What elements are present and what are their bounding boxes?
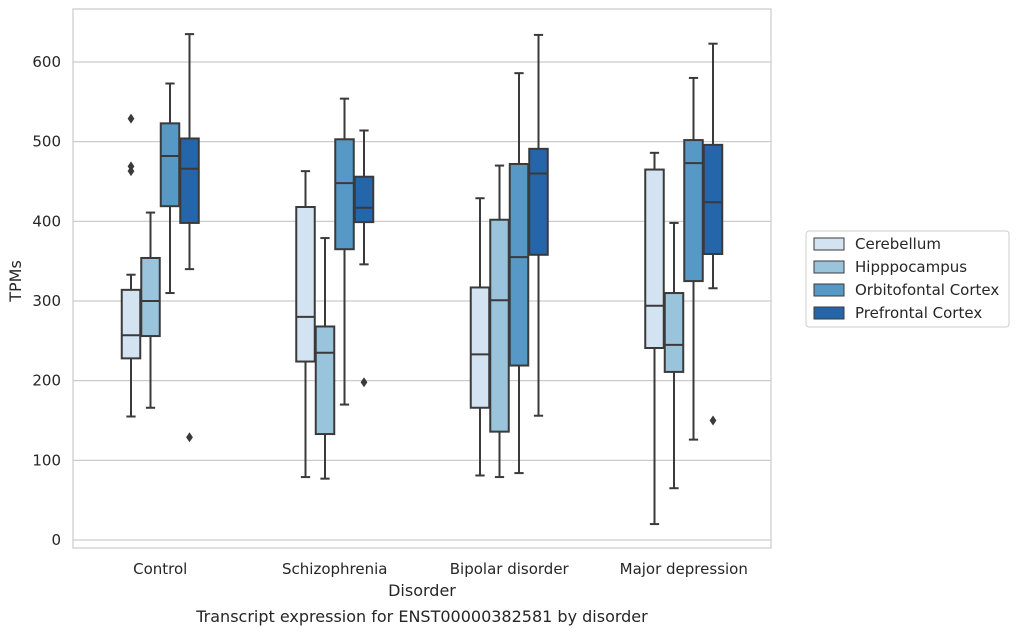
legend-label-3: Orbitofontal Cortex	[855, 281, 999, 299]
box-rect	[702, 143, 724, 255]
box-rect	[353, 175, 375, 224]
y-tick-label-0: 0	[51, 531, 61, 549]
series-2	[140, 164, 685, 490]
y-tick-labels: 0 100 200 300 400 500 600	[32, 53, 61, 549]
legend-frame	[805, 230, 1010, 328]
box-3-3	[508, 72, 530, 475]
box-4-4	[702, 42, 724, 426]
legend-label-2: Hipppocampus	[855, 258, 967, 276]
plot-area	[72, 8, 772, 549]
box-rect	[159, 122, 181, 208]
legend-label-4: Prefrontal Cortex	[855, 304, 982, 322]
box-1-3	[469, 197, 491, 477]
box-groups	[120, 33, 724, 526]
y-tick-label-500: 500	[32, 133, 61, 151]
box-1-1	[120, 113, 142, 418]
box-rect	[683, 139, 704, 283]
x-tick-label-3: Bipolar disorder	[450, 560, 570, 578]
box-3-4	[683, 76, 704, 441]
flier-3	[127, 113, 135, 124]
box-rect	[295, 205, 316, 363]
flier-2	[127, 161, 135, 172]
series-3	[159, 72, 704, 475]
x-tick-label-2: Schizophrenia	[282, 560, 387, 578]
box-4-3	[528, 33, 549, 417]
y-tick-label-400: 400	[32, 212, 61, 230]
x-tick-label-4: Major depression	[620, 560, 748, 578]
box-2-1	[140, 211, 161, 409]
legend: Cerebellum Hipppocampus Orbitofontal Corte…	[805, 230, 1010, 328]
y-tick-label-100: 100	[32, 451, 61, 469]
x-axis-title: Disorder	[388, 581, 456, 600]
box-rect	[508, 162, 530, 367]
y-tick-label-300: 300	[32, 292, 61, 310]
box-rect	[528, 147, 549, 256]
x-tick-label-1: Control	[133, 560, 187, 578]
legend-swatch-2	[813, 260, 845, 274]
legend-label-1: Cerebellum	[855, 235, 941, 253]
box-2-2	[314, 237, 336, 480]
box-rect	[314, 325, 336, 436]
box-rect	[140, 256, 161, 338]
box-4-2	[353, 129, 375, 388]
box-rect	[469, 286, 491, 409]
box-1-2	[295, 170, 316, 479]
box-1-4	[644, 151, 665, 526]
box-rect	[334, 138, 355, 251]
flier-1	[709, 415, 717, 426]
series-1	[120, 113, 665, 526]
flier-1	[360, 377, 368, 388]
box-3-1	[159, 82, 181, 295]
y-axis-title: TPMs	[6, 260, 25, 303]
box-4-1	[179, 33, 200, 443]
legend-swatch-4	[813, 306, 845, 320]
box-rect	[179, 137, 200, 224]
box-3-2	[334, 97, 355, 406]
y-tick-label-200: 200	[32, 372, 61, 390]
box-rect	[644, 168, 665, 350]
chart-caption: Transcript expression for ENST0000038258…	[195, 607, 648, 626]
box-rect	[120, 288, 142, 360]
box-rect	[663, 292, 685, 373]
box-2-4	[663, 221, 685, 490]
x-tick-labels: Control Schizophrenia Bipolar disorder Majo…	[133, 560, 748, 578]
y-tick-label-600: 600	[32, 53, 61, 71]
legend-swatch-1	[813, 237, 845, 251]
flier-1	[186, 432, 193, 443]
legend-swatch-3	[813, 283, 845, 297]
box-rect	[489, 218, 510, 433]
series-4	[179, 33, 724, 443]
